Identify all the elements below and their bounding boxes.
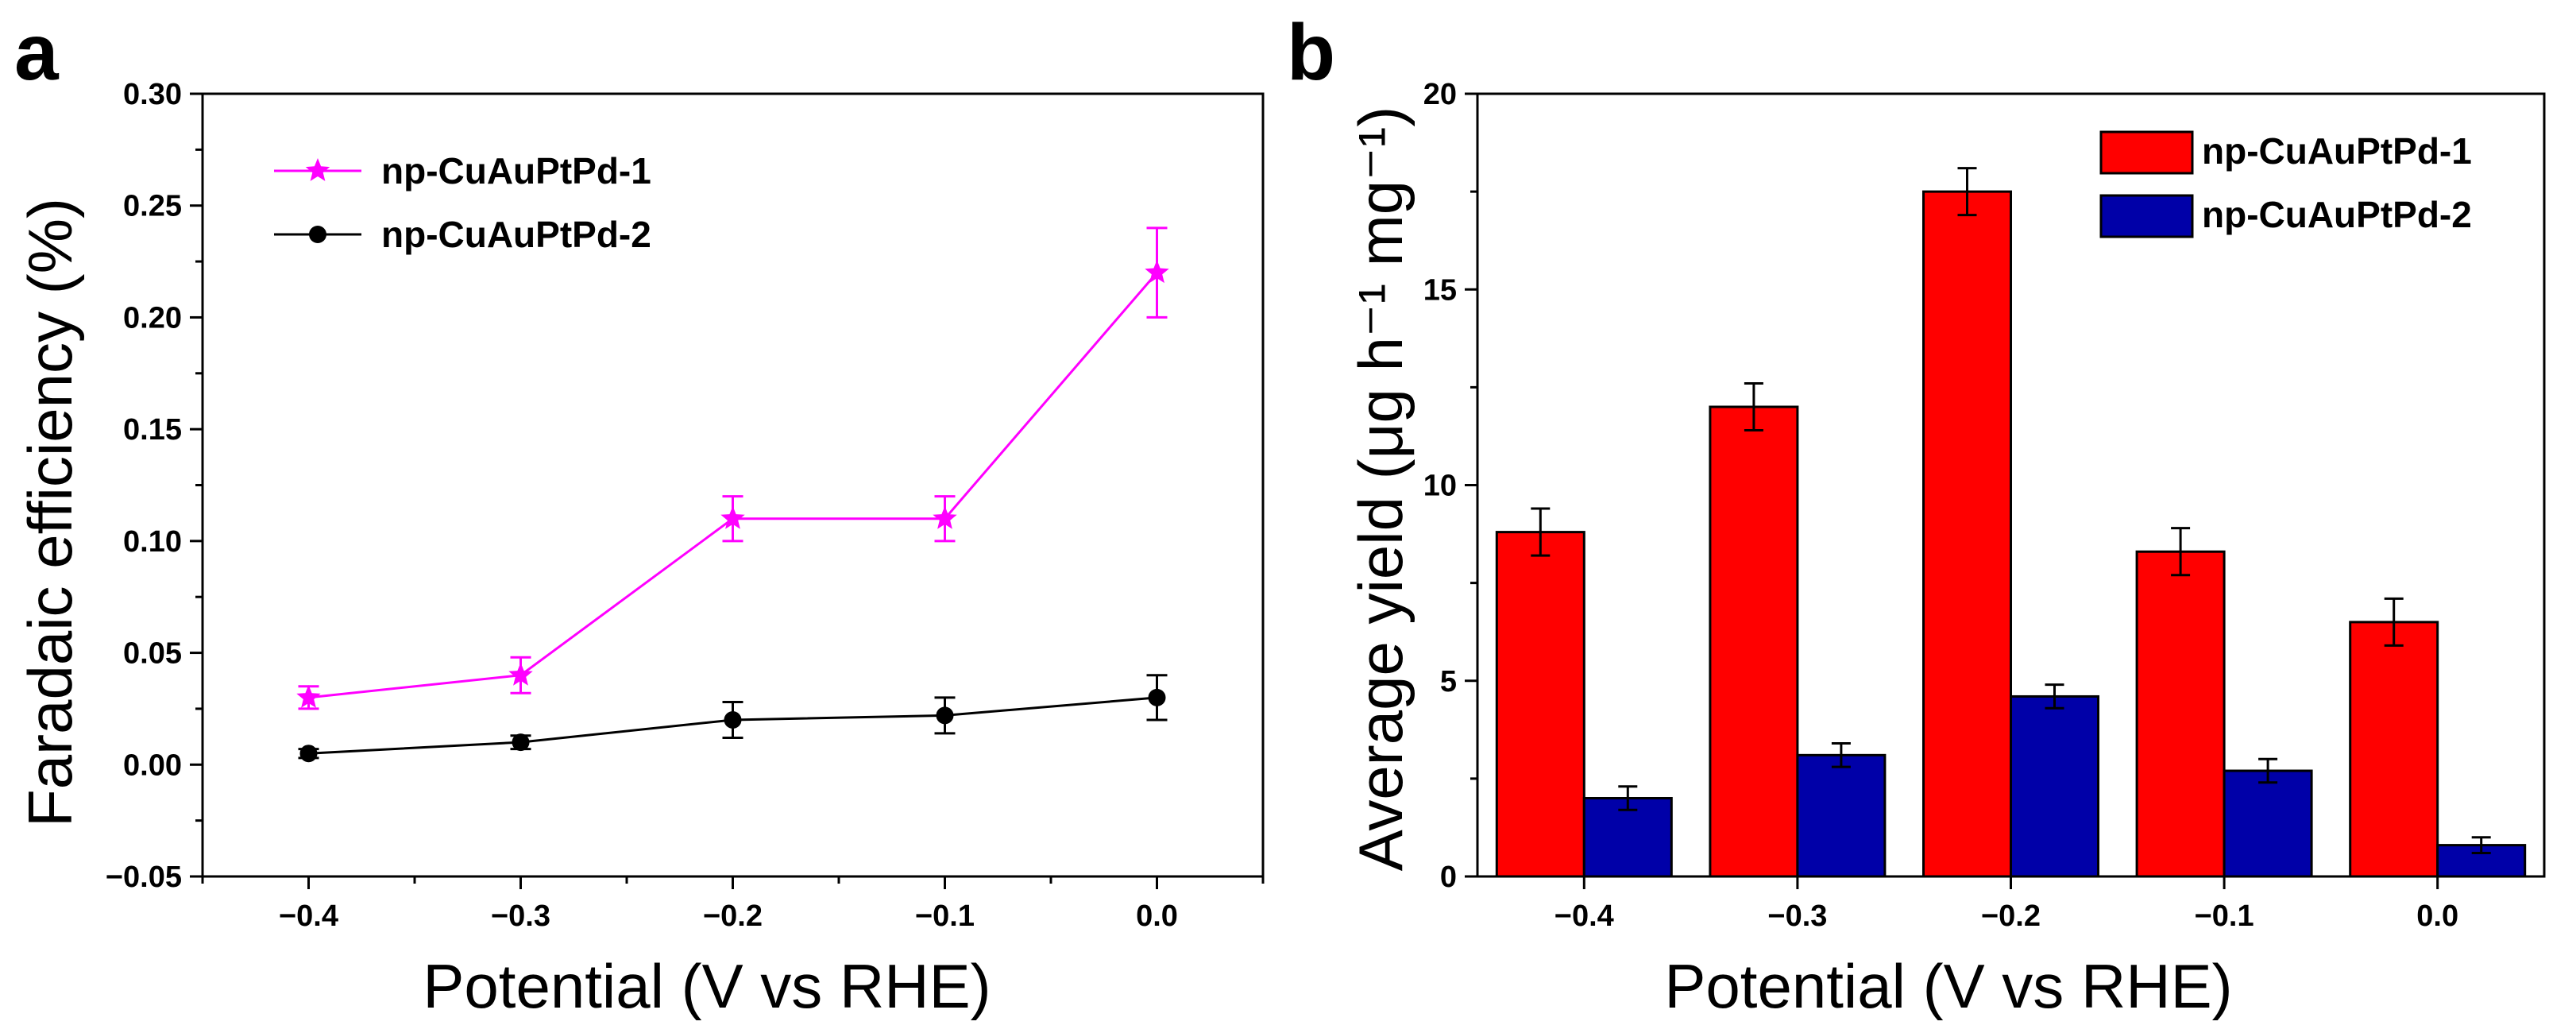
panel-b-legend: np-CuAuPtPd-1 np-CuAuPtPd-2 [2099, 130, 2472, 238]
panel-a-series-1-point [508, 662, 533, 686]
panel-b-y-tick-label: 20 [1423, 78, 1457, 111]
panel-a-y-tick-label: 0.30 [123, 78, 182, 111]
panel-a-y-tick-label: 0.05 [123, 637, 182, 671]
panel-a-series-2-point [299, 745, 318, 763]
panel-a-y-tick-label: 0.00 [123, 749, 182, 782]
panel-a-faradaic-efficiency-chart: a −0.4 −0.3 −0.2 −0.1 0.0 −0.05 0.00 0.05 0.10 0.… [14, 8, 1265, 1021]
panel-b-x-tick-label: 0.0 [2416, 900, 2458, 933]
panel-b-label: b [1287, 8, 1335, 97]
panel-b-legend-series-2-swatch [2099, 194, 2194, 238]
panel-b-legend-series-1-label: np-CuAuPtPd-1 [2202, 130, 2472, 172]
panel-a-y-tick-label: 0.25 [123, 190, 182, 223]
panel-b-series-1-bar [1709, 405, 1799, 878]
panel-a-y-tick-label: −0.05 [106, 861, 182, 894]
panel-a-x-tick-label: 0.0 [1136, 900, 1178, 933]
panel-a-x-axis-title: Potential (V vs RHE) [423, 951, 991, 1021]
panel-a-y-axis-title: Faradaic efficiency (%) [15, 198, 85, 827]
panel-a-series-1-point [296, 684, 321, 708]
panel-a-ticks: −0.4 −0.3 −0.2 −0.1 0.0 −0.05 0.00 0.05 0.10 0.15… [106, 78, 1265, 933]
panel-b-legend-series-1-swatch [2099, 130, 2194, 175]
panel-a-legend: np-CuAuPtPd-1 np-CuAuPtPd-2 [274, 150, 651, 255]
panel-b-average-yield-chart: b −0.4 −0.3 −0.2 −0.1 0.0 0 5 10 15 20 Potential … [1287, 8, 2546, 1021]
panel-b-x-tick-label: −0.1 [2195, 900, 2254, 933]
panel-b-series-1-bar [2135, 550, 2226, 878]
panel-b-legend-series-2-label: np-CuAuPtPd-2 [2202, 194, 2472, 235]
panel-b-series-1-bar [1495, 531, 1585, 878]
panel-b-series-2-bar [2010, 694, 2099, 878]
panel-a-series-2-point [1148, 688, 1166, 706]
panel-a-series-2-point [724, 711, 742, 729]
panel-b-bars [1495, 167, 2527, 878]
panel-a-series [296, 226, 1169, 763]
panel-a-axes [201, 92, 1265, 878]
panel-a-series-2-point [936, 706, 954, 725]
panel-a-series-2-point [512, 733, 530, 752]
panel-b-x-axis-title: Potential (V vs RHE) [1664, 951, 2232, 1021]
panel-a-plot-frame [201, 92, 1265, 878]
panel-a-series-1-point [720, 505, 745, 529]
panel-a-x-tick-label: −0.1 [915, 900, 975, 933]
panel-b-series-1-bar [1922, 190, 2012, 878]
panel-a-series-1-line [308, 272, 1158, 699]
panel-b-series-1-bar [2349, 621, 2439, 878]
panel-a-y-tick-label: 0.15 [123, 413, 182, 447]
panel-a-series-1-point [1145, 260, 1169, 284]
panel-a-x-tick-label: −0.3 [491, 900, 550, 933]
panel-b-x-tick-label: −0.2 [1981, 900, 2041, 933]
panel-b-y-tick-label: 10 [1423, 470, 1457, 503]
panel-a-legend-series-2-label: np-CuAuPtPd-2 [381, 214, 651, 255]
panel-a-legend-series-1-label: np-CuAuPtPd-1 [381, 150, 651, 192]
panel-b-y-tick-label: 15 [1423, 273, 1457, 307]
panel-a-x-tick-label: −0.2 [703, 900, 763, 933]
panel-b-y-tick-label: 0 [1440, 861, 1457, 894]
panel-b-series-2-bar [1796, 753, 1887, 878]
panel-a-series-1-point [933, 505, 957, 529]
panel-a-y-tick-label: 0.20 [123, 301, 182, 335]
panel-b-ticks: −0.4 −0.3 −0.2 −0.1 0.0 0 5 10 15 20 [1423, 78, 2458, 933]
panel-b-x-tick-label: −0.4 [1554, 900, 1614, 933]
panel-b-y-tick-label: 5 [1440, 665, 1457, 698]
panel-b-x-tick-label: −0.3 [1767, 900, 1827, 933]
panel-a-label: a [14, 8, 60, 97]
panel-b-series-2-bar [1582, 797, 1673, 878]
panel-a-y-tick-label: 0.10 [123, 525, 182, 559]
panel-b-series-2-bar [2223, 769, 2313, 878]
panel-a-legend-series-2-marker [309, 226, 326, 243]
panel-a-legend-series-1-marker [305, 158, 330, 181]
panel-b-y-axis-title: Average yield (μg h⁻¹ mg⁻¹) [1346, 106, 1415, 872]
panel-a-x-tick-label: −0.4 [279, 900, 338, 933]
